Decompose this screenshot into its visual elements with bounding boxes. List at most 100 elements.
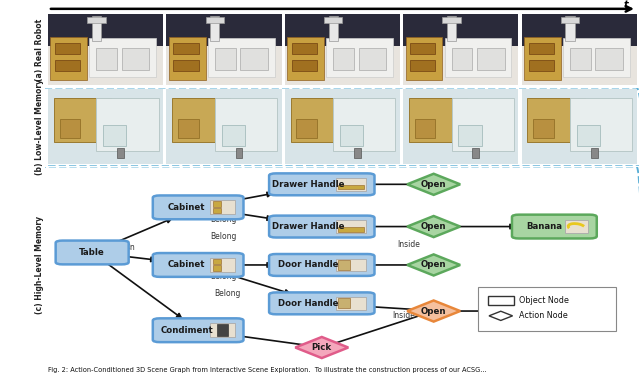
FancyBboxPatch shape (269, 254, 374, 276)
Text: Object Node: Object Node (519, 296, 569, 305)
Bar (338, 185, 364, 189)
Text: Inside: Inside (397, 240, 420, 249)
Bar (240, 48, 268, 70)
Text: Belong: Belong (210, 272, 236, 281)
Bar (51, 37, 87, 79)
Bar (577, 125, 600, 146)
Bar (55, 43, 80, 54)
Bar (212, 259, 221, 264)
Bar (92, 17, 101, 41)
Bar (212, 265, 221, 271)
Polygon shape (407, 300, 460, 322)
Bar (524, 37, 561, 79)
FancyBboxPatch shape (153, 318, 243, 342)
Text: Belong: Belong (210, 215, 236, 224)
Bar (595, 48, 623, 70)
FancyBboxPatch shape (56, 240, 129, 265)
Text: Cabinet: Cabinet (168, 203, 205, 212)
Bar (122, 48, 149, 70)
Text: Action Node: Action Node (519, 311, 568, 320)
FancyBboxPatch shape (269, 293, 374, 314)
Bar (338, 260, 350, 270)
Bar (328, 17, 338, 41)
Text: Pick: Pick (312, 343, 332, 352)
Bar (415, 119, 435, 138)
Bar (409, 98, 467, 142)
Bar (210, 323, 235, 337)
Text: Open: Open (421, 260, 447, 270)
Bar (570, 48, 591, 70)
Text: Tape: Tape (516, 306, 540, 316)
Bar (210, 17, 220, 41)
Bar (452, 98, 514, 151)
Bar (452, 48, 472, 70)
Bar (410, 43, 435, 54)
Text: Cabinet: Cabinet (168, 260, 205, 270)
Bar (472, 148, 479, 158)
Bar (406, 37, 442, 79)
Text: Fig. 2: Action-Conditioned 3D Scene Graph from Interactive Scene Exploration.  T: Fig. 2: Action-Conditioned 3D Scene Grap… (48, 367, 486, 373)
Bar (292, 43, 317, 54)
Text: Condiment: Condiment (160, 326, 213, 335)
Bar (561, 17, 579, 23)
Bar (97, 98, 159, 151)
Bar (358, 48, 386, 70)
FancyBboxPatch shape (269, 174, 374, 195)
Bar (217, 324, 228, 336)
Bar (285, 46, 400, 85)
Bar (410, 60, 435, 71)
Text: On: On (124, 243, 135, 252)
Bar (522, 14, 637, 46)
Bar (215, 48, 236, 70)
Bar (205, 17, 224, 23)
Bar (527, 98, 585, 142)
FancyBboxPatch shape (512, 215, 596, 238)
Bar (221, 125, 244, 146)
Bar (178, 119, 198, 138)
Bar (337, 178, 365, 190)
Polygon shape (407, 174, 460, 195)
Bar (522, 46, 637, 85)
Bar (287, 37, 324, 79)
Text: Drawer Handle: Drawer Handle (272, 222, 344, 231)
Bar (337, 259, 365, 271)
Bar (60, 119, 80, 138)
Bar (215, 98, 277, 151)
Text: Belong: Belong (214, 289, 241, 298)
Bar (340, 125, 363, 146)
Bar (565, 220, 588, 233)
Text: Open: Open (421, 222, 447, 231)
Bar (563, 38, 630, 77)
Bar (55, 60, 80, 71)
FancyBboxPatch shape (269, 216, 374, 237)
Text: Door Handle: Door Handle (278, 299, 339, 308)
Bar (103, 125, 126, 146)
Bar (236, 148, 243, 158)
Bar (97, 48, 117, 70)
Circle shape (552, 310, 558, 312)
Polygon shape (407, 216, 460, 237)
Bar (210, 200, 235, 214)
Bar (48, 46, 163, 85)
Bar (292, 60, 317, 71)
Text: Belong: Belong (210, 232, 236, 240)
Text: (c) High-Level Memory: (c) High-Level Memory (35, 216, 44, 314)
Text: Open: Open (421, 180, 447, 189)
Bar (338, 227, 364, 232)
Bar (565, 17, 575, 41)
Text: Open: Open (421, 306, 447, 316)
Bar (285, 14, 400, 46)
FancyBboxPatch shape (153, 253, 243, 277)
Text: Banana: Banana (526, 222, 562, 231)
Bar (477, 48, 504, 70)
FancyBboxPatch shape (153, 195, 243, 219)
Bar (337, 220, 365, 233)
Circle shape (548, 309, 561, 313)
Bar (533, 119, 554, 138)
Bar (210, 258, 235, 272)
Bar (333, 98, 396, 151)
Bar (403, 14, 518, 46)
Bar (296, 119, 317, 138)
Bar (212, 202, 221, 207)
Bar (529, 60, 554, 71)
